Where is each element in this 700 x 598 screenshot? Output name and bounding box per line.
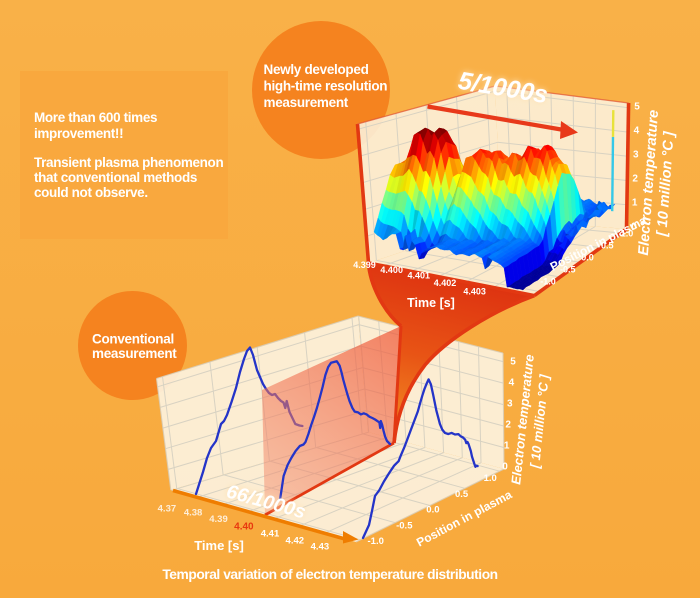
svg-text:measurement: measurement	[92, 346, 177, 361]
svg-text:Temporal variation of electron: Temporal variation of electron temperatu…	[162, 567, 497, 582]
svg-text:4.401: 4.401	[408, 270, 431, 280]
svg-text:1.0: 1.0	[484, 473, 497, 484]
svg-text:2: 2	[632, 174, 638, 185]
svg-text:4.403: 4.403	[463, 287, 486, 297]
svg-text:4.399: 4.399	[353, 260, 376, 270]
svg-text:4.402: 4.402	[434, 278, 457, 288]
svg-text:3: 3	[507, 398, 513, 409]
svg-text:4.40: 4.40	[234, 522, 254, 533]
svg-text:0: 0	[631, 222, 637, 233]
svg-text:4.42: 4.42	[286, 535, 305, 546]
svg-text:0: 0	[502, 461, 508, 472]
svg-text:-1.0: -1.0	[368, 536, 384, 547]
svg-text:4.39: 4.39	[209, 514, 228, 525]
svg-text:0.0: 0.0	[581, 253, 594, 263]
svg-text:-0.5: -0.5	[560, 265, 576, 275]
svg-text:0.5: 0.5	[455, 489, 469, 500]
svg-text:5: 5	[510, 356, 516, 367]
svg-text:that conventional methods: that conventional methods	[34, 170, 197, 185]
svg-text:3: 3	[633, 150, 639, 161]
svg-text:1: 1	[632, 198, 638, 209]
svg-text:-0.5: -0.5	[396, 520, 413, 531]
svg-text:4.37: 4.37	[158, 504, 177, 515]
svg-text:0.0: 0.0	[426, 505, 439, 516]
svg-text:Conventional: Conventional	[92, 332, 174, 347]
svg-text:could not observe.: could not observe.	[34, 185, 148, 200]
svg-text:Newly developed: Newly developed	[264, 62, 369, 77]
svg-text:4: 4	[509, 377, 515, 388]
svg-text:measurement: measurement	[264, 95, 349, 110]
svg-text:4.41: 4.41	[261, 528, 280, 539]
svg-text:2: 2	[505, 419, 511, 430]
svg-text:1: 1	[504, 440, 510, 451]
svg-text:5: 5	[634, 102, 640, 113]
svg-text:4.38: 4.38	[184, 507, 203, 518]
svg-text:More than 600 times: More than 600 times	[34, 110, 157, 125]
svg-text:Transient plasma phenomenon: Transient plasma phenomenon	[34, 155, 223, 170]
svg-text:0.5: 0.5	[601, 241, 614, 251]
svg-text:1.0: 1.0	[621, 229, 634, 239]
svg-text:4: 4	[634, 126, 640, 137]
svg-text:Time [s]: Time [s]	[194, 538, 244, 553]
svg-text:improvement!!: improvement!!	[34, 126, 123, 141]
svg-text:high-time resolution: high-time resolution	[264, 79, 388, 94]
svg-text:4.43: 4.43	[311, 542, 330, 553]
svg-text:4.400: 4.400	[380, 265, 403, 275]
svg-text:-1.0: -1.0	[540, 277, 556, 287]
svg-text:Time [s]: Time [s]	[407, 296, 455, 310]
